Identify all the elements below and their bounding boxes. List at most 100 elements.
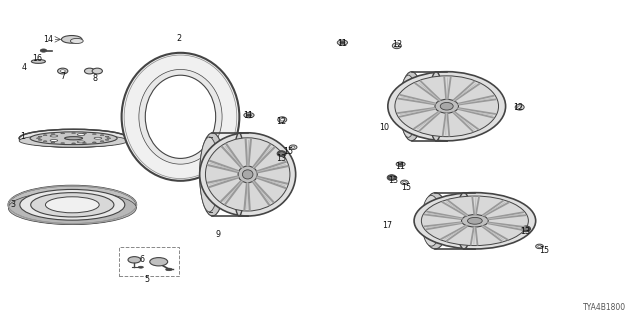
Ellipse shape [395, 44, 399, 47]
Ellipse shape [19, 134, 128, 147]
Ellipse shape [234, 133, 244, 216]
Ellipse shape [128, 257, 141, 263]
Ellipse shape [40, 49, 47, 52]
Ellipse shape [244, 113, 254, 118]
Ellipse shape [461, 215, 488, 227]
Ellipse shape [440, 102, 453, 110]
Ellipse shape [107, 138, 111, 139]
Ellipse shape [61, 36, 82, 43]
Ellipse shape [105, 136, 109, 137]
Ellipse shape [20, 189, 125, 220]
Ellipse shape [337, 40, 348, 45]
Ellipse shape [38, 136, 42, 137]
Ellipse shape [92, 142, 96, 143]
Ellipse shape [401, 180, 408, 185]
Ellipse shape [70, 38, 83, 44]
Ellipse shape [83, 133, 86, 134]
Ellipse shape [524, 227, 529, 230]
Ellipse shape [58, 68, 68, 74]
Ellipse shape [429, 72, 443, 141]
Ellipse shape [422, 196, 441, 246]
Ellipse shape [61, 143, 65, 144]
Text: 12: 12 [513, 103, 524, 112]
Ellipse shape [51, 134, 55, 135]
Ellipse shape [277, 151, 286, 156]
Ellipse shape [243, 170, 253, 179]
Ellipse shape [398, 163, 403, 165]
Text: 7: 7 [60, 72, 65, 81]
Text: 12: 12 [392, 40, 402, 49]
Text: 11: 11 [337, 39, 348, 48]
Ellipse shape [289, 145, 297, 149]
Ellipse shape [51, 142, 55, 143]
Ellipse shape [38, 139, 42, 140]
Text: 17: 17 [382, 221, 392, 230]
Ellipse shape [65, 137, 83, 140]
Ellipse shape [291, 146, 295, 148]
Ellipse shape [150, 258, 168, 266]
Ellipse shape [403, 181, 406, 183]
Ellipse shape [518, 106, 522, 108]
Text: 11: 11 [395, 162, 405, 171]
Ellipse shape [387, 175, 396, 180]
Text: 13: 13 [276, 154, 287, 163]
Ellipse shape [84, 68, 95, 74]
Ellipse shape [421, 196, 529, 245]
Ellipse shape [105, 139, 109, 140]
FancyBboxPatch shape [119, 247, 179, 276]
Ellipse shape [83, 143, 86, 144]
Ellipse shape [19, 129, 128, 147]
Ellipse shape [392, 43, 401, 49]
Text: 13: 13 [520, 228, 530, 236]
Ellipse shape [435, 99, 458, 113]
Text: 9: 9 [215, 230, 220, 239]
Ellipse shape [515, 104, 524, 110]
Ellipse shape [139, 69, 222, 164]
Text: 1: 1 [20, 132, 25, 141]
Ellipse shape [389, 176, 394, 179]
Ellipse shape [72, 143, 76, 144]
Text: 12: 12 [276, 117, 287, 126]
Ellipse shape [138, 266, 143, 268]
Text: 13: 13 [388, 176, 399, 185]
Text: 15: 15 [401, 183, 412, 192]
Text: TYA4B1800: TYA4B1800 [583, 303, 626, 312]
Ellipse shape [44, 141, 47, 142]
Text: 11: 11 [243, 111, 253, 120]
Text: 3: 3 [10, 200, 15, 209]
Ellipse shape [278, 117, 287, 123]
Ellipse shape [396, 162, 405, 166]
Ellipse shape [238, 166, 257, 183]
Ellipse shape [400, 75, 417, 137]
Text: 15: 15 [283, 148, 293, 156]
Ellipse shape [8, 186, 136, 224]
Text: 6: 6 [140, 255, 145, 264]
Ellipse shape [536, 244, 543, 249]
Text: 8: 8 [92, 74, 97, 83]
Ellipse shape [414, 193, 536, 249]
Ellipse shape [31, 193, 114, 217]
Ellipse shape [200, 133, 225, 216]
Ellipse shape [92, 68, 102, 74]
Ellipse shape [400, 72, 423, 141]
Ellipse shape [45, 197, 99, 213]
Ellipse shape [522, 226, 531, 232]
Ellipse shape [422, 193, 448, 249]
Ellipse shape [279, 152, 284, 155]
Ellipse shape [388, 72, 506, 141]
Ellipse shape [145, 75, 216, 158]
Text: 15: 15 [539, 246, 549, 255]
Ellipse shape [77, 134, 85, 136]
Ellipse shape [395, 76, 499, 137]
Ellipse shape [100, 141, 104, 142]
Ellipse shape [92, 134, 96, 135]
Text: 4: 4 [22, 63, 27, 72]
Ellipse shape [246, 114, 252, 116]
Ellipse shape [50, 135, 58, 137]
Text: 14: 14 [43, 36, 53, 44]
Text: 10: 10 [379, 124, 389, 132]
Ellipse shape [468, 217, 482, 224]
Ellipse shape [340, 41, 345, 44]
Ellipse shape [205, 138, 290, 211]
Ellipse shape [457, 193, 471, 249]
